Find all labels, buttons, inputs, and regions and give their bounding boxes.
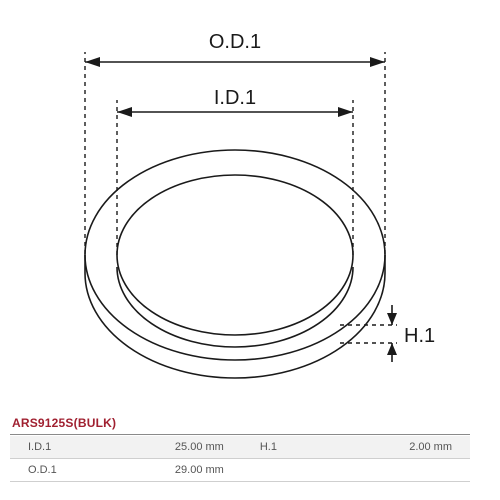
- product-code: ARS9125S(BULK): [12, 416, 116, 430]
- spec-table: I.D.1 25.00 mm H.1 2.00 mm O.D.1 29.00 m…: [10, 436, 470, 482]
- h-arrow-bottom: [387, 343, 397, 355]
- label-h: H.1: [404, 325, 435, 347]
- table-row: I.D.1 25.00 mm H.1 2.00 mm: [10, 436, 470, 459]
- spec-value: [336, 459, 470, 482]
- spec-label: O.D.1: [10, 459, 106, 482]
- spec-value: 29.00 mm: [106, 459, 242, 482]
- inner-top-ellipse: [117, 175, 353, 335]
- id-arrow-right: [338, 107, 353, 117]
- title-rule: [10, 434, 470, 435]
- spec-label: H.1: [242, 436, 336, 459]
- spec-value: 2.00 mm: [336, 436, 470, 459]
- spec-label: I.D.1: [10, 436, 106, 459]
- od-arrow-left: [85, 57, 100, 67]
- ring-dimension-diagram: O.D.1 I.D.1 H.1: [0, 0, 500, 410]
- h-arrow-top: [387, 313, 397, 325]
- od-arrow-right: [370, 57, 385, 67]
- label-od: O.D.1: [209, 31, 261, 53]
- spec-label: [242, 459, 336, 482]
- spec-value: 25.00 mm: [106, 436, 242, 459]
- id-arrow-left: [117, 107, 132, 117]
- table-row: O.D.1 29.00 mm: [10, 459, 470, 482]
- label-id: I.D.1: [214, 87, 256, 109]
